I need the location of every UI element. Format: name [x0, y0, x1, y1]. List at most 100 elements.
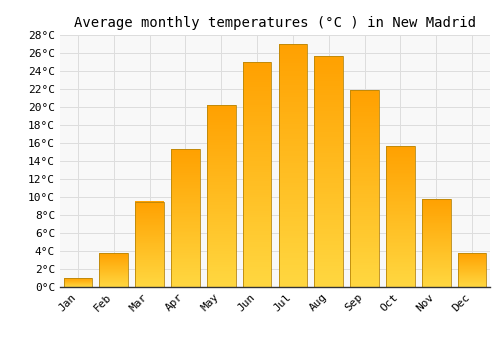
Bar	[314, 257, 343, 259]
Bar	[386, 148, 414, 150]
Bar	[386, 178, 414, 180]
Bar	[422, 229, 450, 230]
Bar	[386, 146, 414, 147]
Bar	[278, 267, 307, 270]
Bar	[422, 246, 450, 247]
Bar	[314, 70, 343, 72]
Bar	[135, 217, 164, 218]
Bar	[135, 232, 164, 233]
Bar	[314, 220, 343, 222]
Bar	[386, 189, 414, 191]
Bar	[207, 167, 236, 169]
Bar	[314, 111, 343, 113]
Bar	[350, 143, 379, 145]
Bar	[135, 252, 164, 253]
Bar	[350, 96, 379, 98]
Bar	[314, 74, 343, 77]
Bar	[171, 170, 200, 172]
Bar	[422, 224, 450, 225]
Bar	[278, 270, 307, 272]
Bar	[242, 109, 272, 112]
Bar	[171, 181, 200, 182]
Bar	[171, 191, 200, 192]
Bar	[207, 214, 236, 216]
Bar	[314, 113, 343, 116]
Bar	[314, 102, 343, 104]
Bar	[242, 69, 272, 71]
Bar	[422, 243, 450, 244]
Bar	[350, 226, 379, 228]
Bar	[314, 259, 343, 261]
Bar	[242, 103, 272, 105]
Bar	[386, 239, 414, 240]
Bar	[314, 146, 343, 148]
Bar	[135, 264, 164, 265]
Bar	[422, 245, 450, 246]
Bar	[350, 104, 379, 106]
Bar	[135, 251, 164, 252]
Bar	[135, 210, 164, 211]
Bar	[386, 232, 414, 233]
Bar	[278, 105, 307, 107]
Bar	[207, 116, 236, 118]
Bar	[386, 259, 414, 260]
Bar	[242, 130, 272, 132]
Bar	[350, 224, 379, 226]
Bar	[135, 263, 164, 264]
Bar	[207, 245, 236, 247]
Bar	[314, 215, 343, 218]
Bar	[386, 247, 414, 249]
Bar	[314, 63, 343, 65]
Bar	[314, 81, 343, 83]
Bar	[314, 116, 343, 118]
Bar	[386, 181, 414, 182]
Bar	[314, 127, 343, 130]
Bar	[422, 251, 450, 252]
Bar	[278, 199, 307, 202]
Bar	[171, 218, 200, 219]
Bar	[278, 209, 307, 212]
Bar	[135, 248, 164, 250]
Bar	[135, 246, 164, 247]
Bar	[314, 120, 343, 123]
Bar	[242, 87, 272, 89]
Bar	[135, 283, 164, 284]
Bar	[350, 218, 379, 220]
Bar	[278, 76, 307, 78]
Bar	[350, 131, 379, 133]
Bar	[207, 105, 236, 287]
Bar	[278, 58, 307, 61]
Bar	[207, 131, 236, 132]
Bar	[350, 236, 379, 238]
Bar	[314, 275, 343, 278]
Bar	[242, 285, 272, 287]
Bar	[386, 273, 414, 274]
Bar	[242, 139, 272, 141]
Bar	[386, 270, 414, 272]
Bar	[171, 200, 200, 202]
Bar	[278, 214, 307, 217]
Bar	[278, 144, 307, 146]
Bar	[171, 160, 200, 162]
Bar	[171, 207, 200, 209]
Bar	[386, 218, 414, 219]
Bar	[386, 215, 414, 216]
Bar	[278, 248, 307, 251]
Bar	[350, 238, 379, 240]
Bar	[135, 254, 164, 256]
Bar	[242, 219, 272, 222]
Bar	[350, 108, 379, 110]
Bar	[135, 256, 164, 257]
Bar	[278, 246, 307, 248]
Bar	[350, 196, 379, 198]
Bar	[135, 203, 164, 204]
Bar	[171, 153, 200, 155]
Bar	[386, 166, 414, 167]
Bar	[278, 251, 307, 253]
Bar	[242, 136, 272, 139]
Bar	[135, 277, 164, 278]
Bar	[135, 274, 164, 275]
Bar	[278, 280, 307, 282]
Bar	[350, 112, 379, 113]
Bar	[386, 159, 414, 160]
